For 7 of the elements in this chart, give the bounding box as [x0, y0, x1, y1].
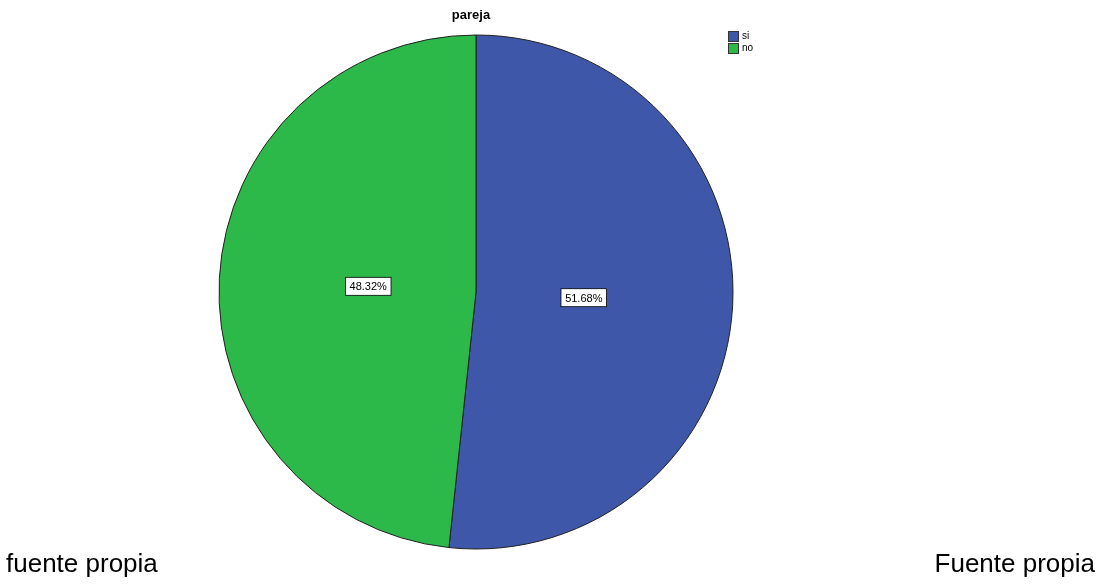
- source-note: fuente propia: [6, 548, 158, 579]
- data-label: 48.32%: [349, 280, 388, 293]
- data-label: 51.68%: [565, 291, 603, 304]
- chart-title: pareja: [451, 7, 491, 22]
- legend-label: si: [742, 30, 750, 42]
- legend-label: no: [742, 42, 754, 54]
- source-note: Fuente propia: [934, 548, 1095, 579]
